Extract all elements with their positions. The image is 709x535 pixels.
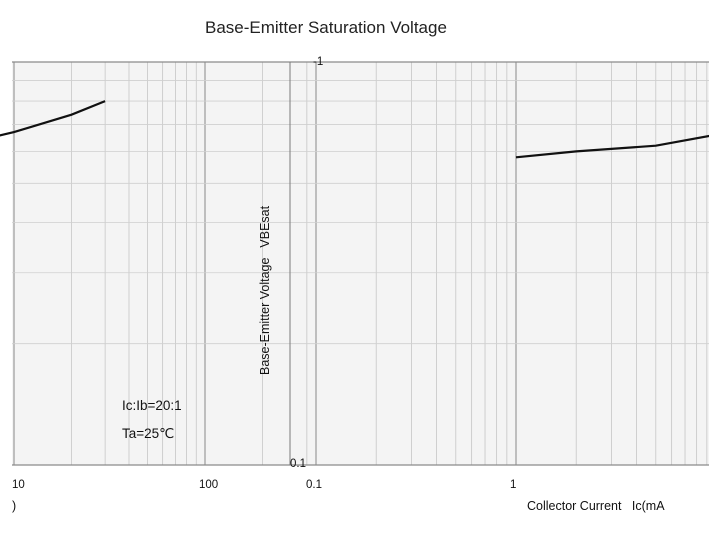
ratio-annotation: Ic:Ib=20:1 [122,398,182,413]
x-tick-label-right-1: 1 [510,479,517,491]
series-line-left [0,100,106,137]
x-tick-label-right-0-1: 0.1 [306,479,322,491]
x-axis-symbol: Ic(mA [631,499,665,513]
series-line-right [515,134,709,159]
y-tick-label-top: -1 [313,56,324,68]
chart-title: Base-Emitter Saturation Voltage [205,18,447,37]
x-tick-label-left-100: 100 [199,479,219,491]
x-axis-label-fragment: ) [12,499,17,513]
x-axis-label: Collector Current Ic(mA [527,499,665,513]
y-axis-label: Base-Emitter Voltage VBEsat [258,206,272,375]
y-tick-label-bottom: 0.1 [290,458,306,470]
x-axis-label-text: Collector Current [527,499,622,513]
y-axis-label-text: Base-Emitter Voltage [258,257,272,375]
plot-background [12,62,709,465]
y-axis-symbol: VBEsat [258,205,272,248]
x-tick-label-left-10: 10 [12,479,25,491]
temperature-annotation: Ta=25℃ [122,426,175,441]
